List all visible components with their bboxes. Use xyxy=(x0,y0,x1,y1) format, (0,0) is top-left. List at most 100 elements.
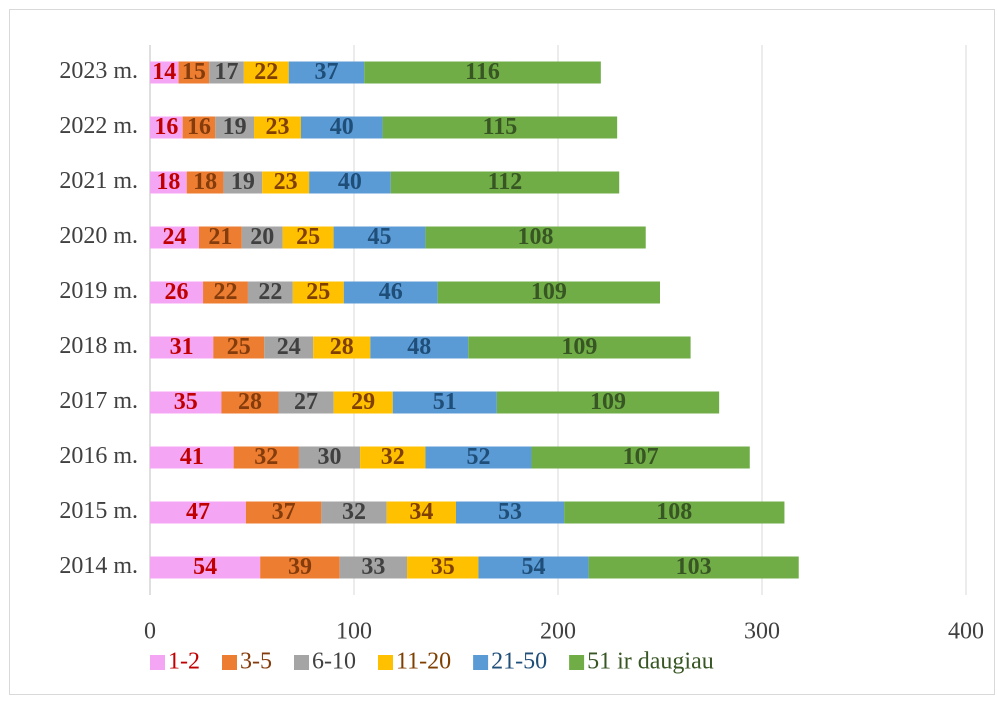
data-label: 19 xyxy=(223,114,247,140)
bar-segment xyxy=(288,61,365,84)
legend-swatch xyxy=(150,655,165,670)
data-label: 34 xyxy=(409,499,433,525)
bar-segment xyxy=(247,281,293,304)
bar-segment xyxy=(262,171,310,194)
data-label: 48 xyxy=(407,334,431,360)
data-label: 22 xyxy=(258,279,282,305)
data-label: 45 xyxy=(368,224,392,250)
bar-segment xyxy=(339,556,408,579)
bar-segment xyxy=(243,61,289,84)
bar-segment xyxy=(309,171,391,194)
bar-segment xyxy=(386,501,456,524)
bar-segment xyxy=(390,171,620,194)
bar-segment xyxy=(150,171,187,194)
bar-segment xyxy=(233,446,299,469)
bar-segment xyxy=(333,226,426,249)
data-label: 51 xyxy=(433,389,457,415)
y-tick-label: 2022 m. xyxy=(59,113,138,139)
data-label: 41 xyxy=(180,444,204,470)
data-label: 19 xyxy=(231,169,255,195)
bar-segment xyxy=(313,336,371,359)
data-label: 31 xyxy=(170,334,194,360)
x-tick-label: 100 xyxy=(336,619,372,645)
data-label: 37 xyxy=(314,59,338,85)
bar-segment xyxy=(300,116,383,139)
bar-segment xyxy=(564,501,785,524)
bar-segment xyxy=(321,501,387,524)
bar-segment xyxy=(496,391,720,414)
y-tick-label: 2018 m. xyxy=(59,333,138,359)
data-label: 116 xyxy=(465,59,500,85)
y-tick-label: 2016 m. xyxy=(59,443,138,469)
bar-segment xyxy=(221,391,279,414)
data-label: 109 xyxy=(561,334,597,360)
legend-label: 51 ir daugiau xyxy=(587,649,714,675)
data-label: 22 xyxy=(213,279,237,305)
data-label: 40 xyxy=(338,169,362,195)
legend-label: 11-20 xyxy=(396,649,451,675)
legend-swatch xyxy=(222,655,237,670)
y-tick-label: 2023 m. xyxy=(59,58,138,84)
data-label: 33 xyxy=(361,554,385,580)
data-label: 28 xyxy=(330,334,354,360)
data-label: 54 xyxy=(193,554,217,580)
data-label: 103 xyxy=(676,554,712,580)
bar-segment xyxy=(264,336,314,359)
data-label: 24 xyxy=(162,224,186,250)
data-label: 25 xyxy=(296,224,320,250)
bar-segment xyxy=(370,336,469,359)
bar-segment xyxy=(150,61,179,84)
bar-segment xyxy=(333,391,393,414)
bar-segment xyxy=(150,391,222,414)
data-label: 108 xyxy=(656,499,692,525)
bar-segment xyxy=(437,281,660,304)
data-label: 37 xyxy=(272,499,296,525)
data-label: 35 xyxy=(174,389,198,415)
bar-segment xyxy=(282,226,334,249)
data-label: 32 xyxy=(342,499,366,525)
data-label: 25 xyxy=(306,279,330,305)
bar-segment xyxy=(178,61,210,84)
bar-segment xyxy=(588,556,799,579)
bar-segment xyxy=(407,556,479,579)
bar-segment xyxy=(360,446,426,469)
bar-segment xyxy=(425,226,646,249)
y-tick-label: 2020 m. xyxy=(59,223,138,249)
y-tick-label: 2015 m. xyxy=(59,498,138,524)
bar-segment xyxy=(254,116,301,139)
data-label: 53 xyxy=(498,499,522,525)
bar-segment xyxy=(150,446,234,469)
data-label: 23 xyxy=(274,169,298,195)
data-label: 29 xyxy=(351,389,375,415)
bar-segment xyxy=(213,336,265,359)
legend-swatch xyxy=(473,655,489,670)
bar-segment xyxy=(150,556,261,579)
data-label: 108 xyxy=(518,224,554,250)
bar-segment xyxy=(531,446,750,469)
y-tick-label: 2019 m. xyxy=(59,278,138,304)
bar-segment xyxy=(278,391,334,414)
legend-swatch xyxy=(378,655,393,670)
data-label: 25 xyxy=(227,334,251,360)
bar-segment xyxy=(292,281,344,304)
y-tick-label: 2017 m. xyxy=(59,388,138,414)
data-label: 15 xyxy=(182,59,206,85)
bar-segment xyxy=(203,281,248,304)
bar-segment xyxy=(343,281,438,304)
bar-segment xyxy=(215,116,255,139)
bar-segment xyxy=(382,116,618,139)
data-label: 28 xyxy=(238,389,262,415)
data-label: 39 xyxy=(288,554,312,580)
legend-label: 1-2 xyxy=(168,649,200,675)
bar-segment xyxy=(260,556,340,579)
data-label: 109 xyxy=(590,389,626,415)
bar-segment xyxy=(425,446,532,469)
data-label: 109 xyxy=(531,279,567,305)
legend-swatch xyxy=(294,655,309,670)
bar-segment xyxy=(186,171,224,194)
data-label: 30 xyxy=(318,444,342,470)
bar-segment xyxy=(150,226,199,249)
legend-label: 6-10 xyxy=(312,649,356,675)
bar-segment xyxy=(150,281,204,304)
